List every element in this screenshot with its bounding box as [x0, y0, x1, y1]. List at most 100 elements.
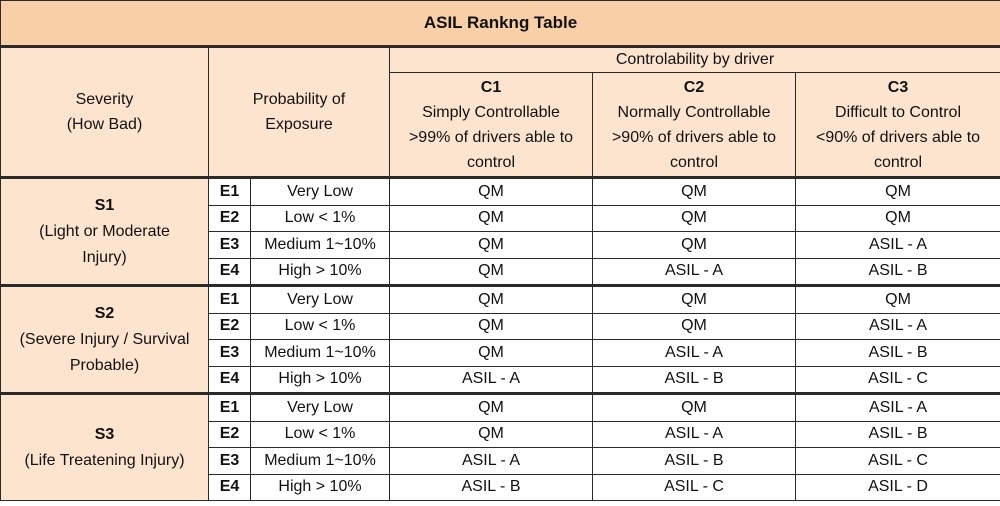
table-row: E2 Low < 1% QM QM ASIL - A — [1, 312, 1000, 340]
asil-value-c1: QM — [389, 420, 593, 448]
severity-cell-s1: S1 (Light or Moderate Injury) — [0, 176, 209, 286]
asil-value-c1: ASIL - B — [389, 473, 593, 501]
asil-value-c1: QM — [389, 392, 593, 422]
asil-value-c3: ASIL - B — [794, 420, 1000, 448]
table-title: ASIL Rankng Table — [0, 0, 1000, 48]
exposure-code: E1 — [208, 284, 251, 314]
exposure-description: Medium 1~10% — [250, 447, 390, 475]
asil-value-c2: ASIL - C — [592, 473, 796, 501]
exposure-header: Probability of Exposure — [208, 46, 390, 178]
asil-value-c2: ASIL - B — [592, 365, 796, 394]
asil-value-c2: QM — [592, 231, 796, 259]
exposure-description: Very Low — [250, 176, 390, 206]
exposure-description: High > 10% — [250, 257, 390, 286]
controllability-class-c2: C2 Normally Controllable >90% of drivers a… — [592, 72, 796, 178]
asil-value-c3: QM — [794, 284, 1000, 314]
severity-cell-s2: S2 (Severe Injury / Survival Probable) — [0, 284, 209, 394]
asil-value-c2: QM — [592, 176, 796, 206]
class-description-line: control — [669, 153, 719, 171]
severity-code: S1 — [94, 196, 115, 214]
exposure-code: E4 — [208, 257, 251, 286]
exposure-code: E4 — [208, 365, 251, 394]
table-row: E4 High > 10% ASIL - B ASIL - C ASIL - D — [1, 473, 1000, 501]
asil-value-c1: QM — [389, 284, 593, 314]
exposure-description: Very Low — [250, 284, 390, 314]
asil-value-c2: QM — [592, 284, 796, 314]
exposure-code: E3 — [208, 339, 251, 367]
class-description-line: Normally Controllable — [617, 103, 771, 121]
exposure-description: High > 10% — [250, 365, 390, 394]
asil-value-c2: ASIL - B — [592, 447, 796, 475]
table-row: E4 High > 10% ASIL - A ASIL - B ASIL - C — [1, 365, 1000, 394]
severity-header-line-1: Severity — [75, 91, 134, 108]
class-description-line: <90% of drivers able to — [815, 128, 981, 146]
severity-description-line: Probable) — [69, 356, 140, 374]
exposure-code: E1 — [208, 392, 251, 422]
controllability-header: Controlability by driver — [388, 46, 1000, 73]
asil-value-c3: ASIL - B — [794, 257, 1000, 286]
table-row: E4 High > 10% QM ASIL - A ASIL - B — [1, 257, 1000, 286]
table-row: S1 (Light or Moderate Injury) E1 Very Low QM Q… — [0, 176, 1000, 286]
class-code: C1 — [480, 78, 502, 96]
asil-value-c2: QM — [592, 204, 796, 232]
class-description-line: >90% of drivers able to — [611, 128, 777, 146]
asil-value-c2: ASIL - A — [592, 420, 796, 448]
asil-value-c3: ASIL - D — [794, 473, 1000, 501]
severity-code: S2 — [94, 304, 115, 322]
exposure-code: E2 — [208, 204, 251, 232]
exposure-description: Low < 1% — [250, 312, 390, 340]
asil-value-c3: QM — [794, 176, 1000, 206]
severity-code: S3 — [94, 425, 115, 443]
asil-value-c1: QM — [389, 231, 593, 259]
severity-cell-s3: S3 (Life Treatening Injury) — [0, 392, 209, 501]
table-row: E2 Low < 1% QM ASIL - A ASIL - B — [1, 420, 1000, 448]
severity-description-line: (Light or Moderate — [39, 222, 170, 240]
asil-value-c1: ASIL - A — [389, 447, 593, 475]
asil-value-c1: QM — [389, 339, 593, 367]
class-code: C2 — [683, 78, 705, 96]
asil-value-c3: ASIL - A — [794, 312, 1000, 340]
class-code: C3 — [887, 78, 909, 96]
exposure-header-line-1: Probability of — [252, 91, 346, 108]
asil-value-c3: ASIL - A — [794, 392, 1000, 422]
asil-value-c1: QM — [389, 257, 593, 286]
asil-value-c3: QM — [794, 204, 1000, 232]
asil-value-c2: ASIL - A — [592, 339, 796, 367]
table-row: E3 Medium 1~10% QM QM ASIL - A — [1, 231, 1000, 259]
exposure-description: Very Low — [250, 392, 390, 422]
class-description-line: Simply Controllable — [422, 103, 560, 121]
asil-value-c1: QM — [389, 176, 593, 206]
class-description-line: control — [874, 153, 923, 171]
exposure-header-line-2: Exposure — [265, 116, 333, 133]
exposure-description: Low < 1% — [250, 420, 390, 448]
exposure-code: E2 — [208, 312, 251, 340]
asil-value-c3: ASIL - C — [794, 447, 1000, 475]
severity-description-line: (Severe Injury / Survival — [19, 330, 190, 348]
exposure-code: E2 — [208, 420, 251, 448]
exposure-code: E3 — [208, 231, 251, 259]
class-description-line: >99% of drivers able to — [408, 128, 574, 146]
asil-value-c3: ASIL - A — [794, 231, 1000, 259]
severity-header-line-2: (How Bad) — [66, 116, 143, 133]
severity-description-line: Injury) — [82, 248, 127, 266]
exposure-code: E3 — [208, 447, 251, 475]
severity-description-line: (Life Treatening Injury) — [24, 451, 185, 469]
exposure-description: Medium 1~10% — [250, 231, 390, 259]
class-description-line: control — [466, 153, 516, 171]
table-row: S3 (Life Treatening Injury) E1 Very Low QM QM… — [0, 392, 1000, 501]
exposure-description: Low < 1% — [250, 204, 390, 232]
asil-value-c2: ASIL - A — [592, 257, 796, 286]
asil-value-c1: ASIL - A — [389, 365, 593, 394]
controllability-class-c3: C3 Difficult to Control <90% of drivers ab… — [794, 72, 1000, 178]
table-row: S2 (Severe Injury / Survival Probable) E1 Ve… — [0, 284, 1000, 394]
exposure-description: Medium 1~10% — [250, 339, 390, 367]
controllability-class-c1: C1 Simply Controllable >99% of drivers abl… — [389, 72, 593, 178]
asil-value-c2: QM — [592, 312, 796, 340]
table-row: E2 Low < 1% QM QM QM — [1, 204, 1000, 232]
severity-header: Severity (How Bad) — [0, 46, 209, 178]
asil-value-c3: ASIL - B — [794, 339, 1000, 367]
exposure-code: E1 — [208, 176, 251, 206]
asil-value-c1: QM — [389, 204, 593, 232]
